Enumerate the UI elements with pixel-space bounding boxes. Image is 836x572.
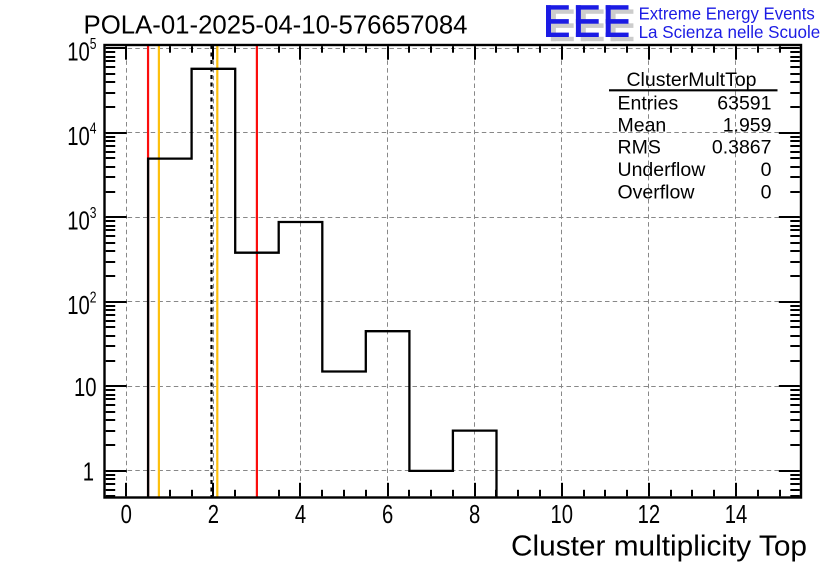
svg-text:0: 0: [761, 181, 772, 203]
svg-text:ClusterMultTop: ClusterMultTop: [626, 69, 756, 91]
svg-text:10: 10: [551, 499, 574, 528]
svg-text:Underflow: Underflow: [618, 159, 707, 181]
svg-text:POLA-01-2025-04-10-576657084: POLA-01-2025-04-10-576657084: [84, 10, 468, 40]
svg-text:2: 2: [208, 499, 219, 528]
svg-text:La Scienza nelle Scuole: La Scienza nelle Scuole: [639, 22, 821, 42]
svg-text:12: 12: [638, 499, 661, 528]
svg-text:RMS: RMS: [618, 137, 661, 159]
svg-text:1.959: 1.959: [723, 114, 772, 136]
svg-text:14: 14: [725, 499, 748, 528]
svg-text:4: 4: [295, 499, 306, 528]
svg-text:1: 1: [83, 457, 94, 486]
svg-text:63591: 63591: [717, 92, 771, 114]
svg-text:0: 0: [121, 499, 132, 528]
svg-text:Entries: Entries: [618, 92, 679, 114]
svg-text:Extreme Energy Events: Extreme Energy Events: [639, 4, 815, 24]
svg-text:6: 6: [382, 499, 393, 528]
svg-text:Cluster multiplicity Top: Cluster multiplicity Top: [511, 531, 807, 563]
svg-text:Overflow: Overflow: [618, 181, 696, 203]
svg-text:102: 102: [67, 288, 97, 320]
svg-text:0.3867: 0.3867: [712, 137, 772, 159]
svg-text:104: 104: [67, 119, 97, 151]
svg-text:10: 10: [74, 372, 97, 401]
svg-text:103: 103: [67, 204, 97, 236]
svg-text:0: 0: [761, 159, 772, 181]
svg-text:Mean: Mean: [618, 114, 667, 136]
svg-text:8: 8: [469, 499, 480, 528]
